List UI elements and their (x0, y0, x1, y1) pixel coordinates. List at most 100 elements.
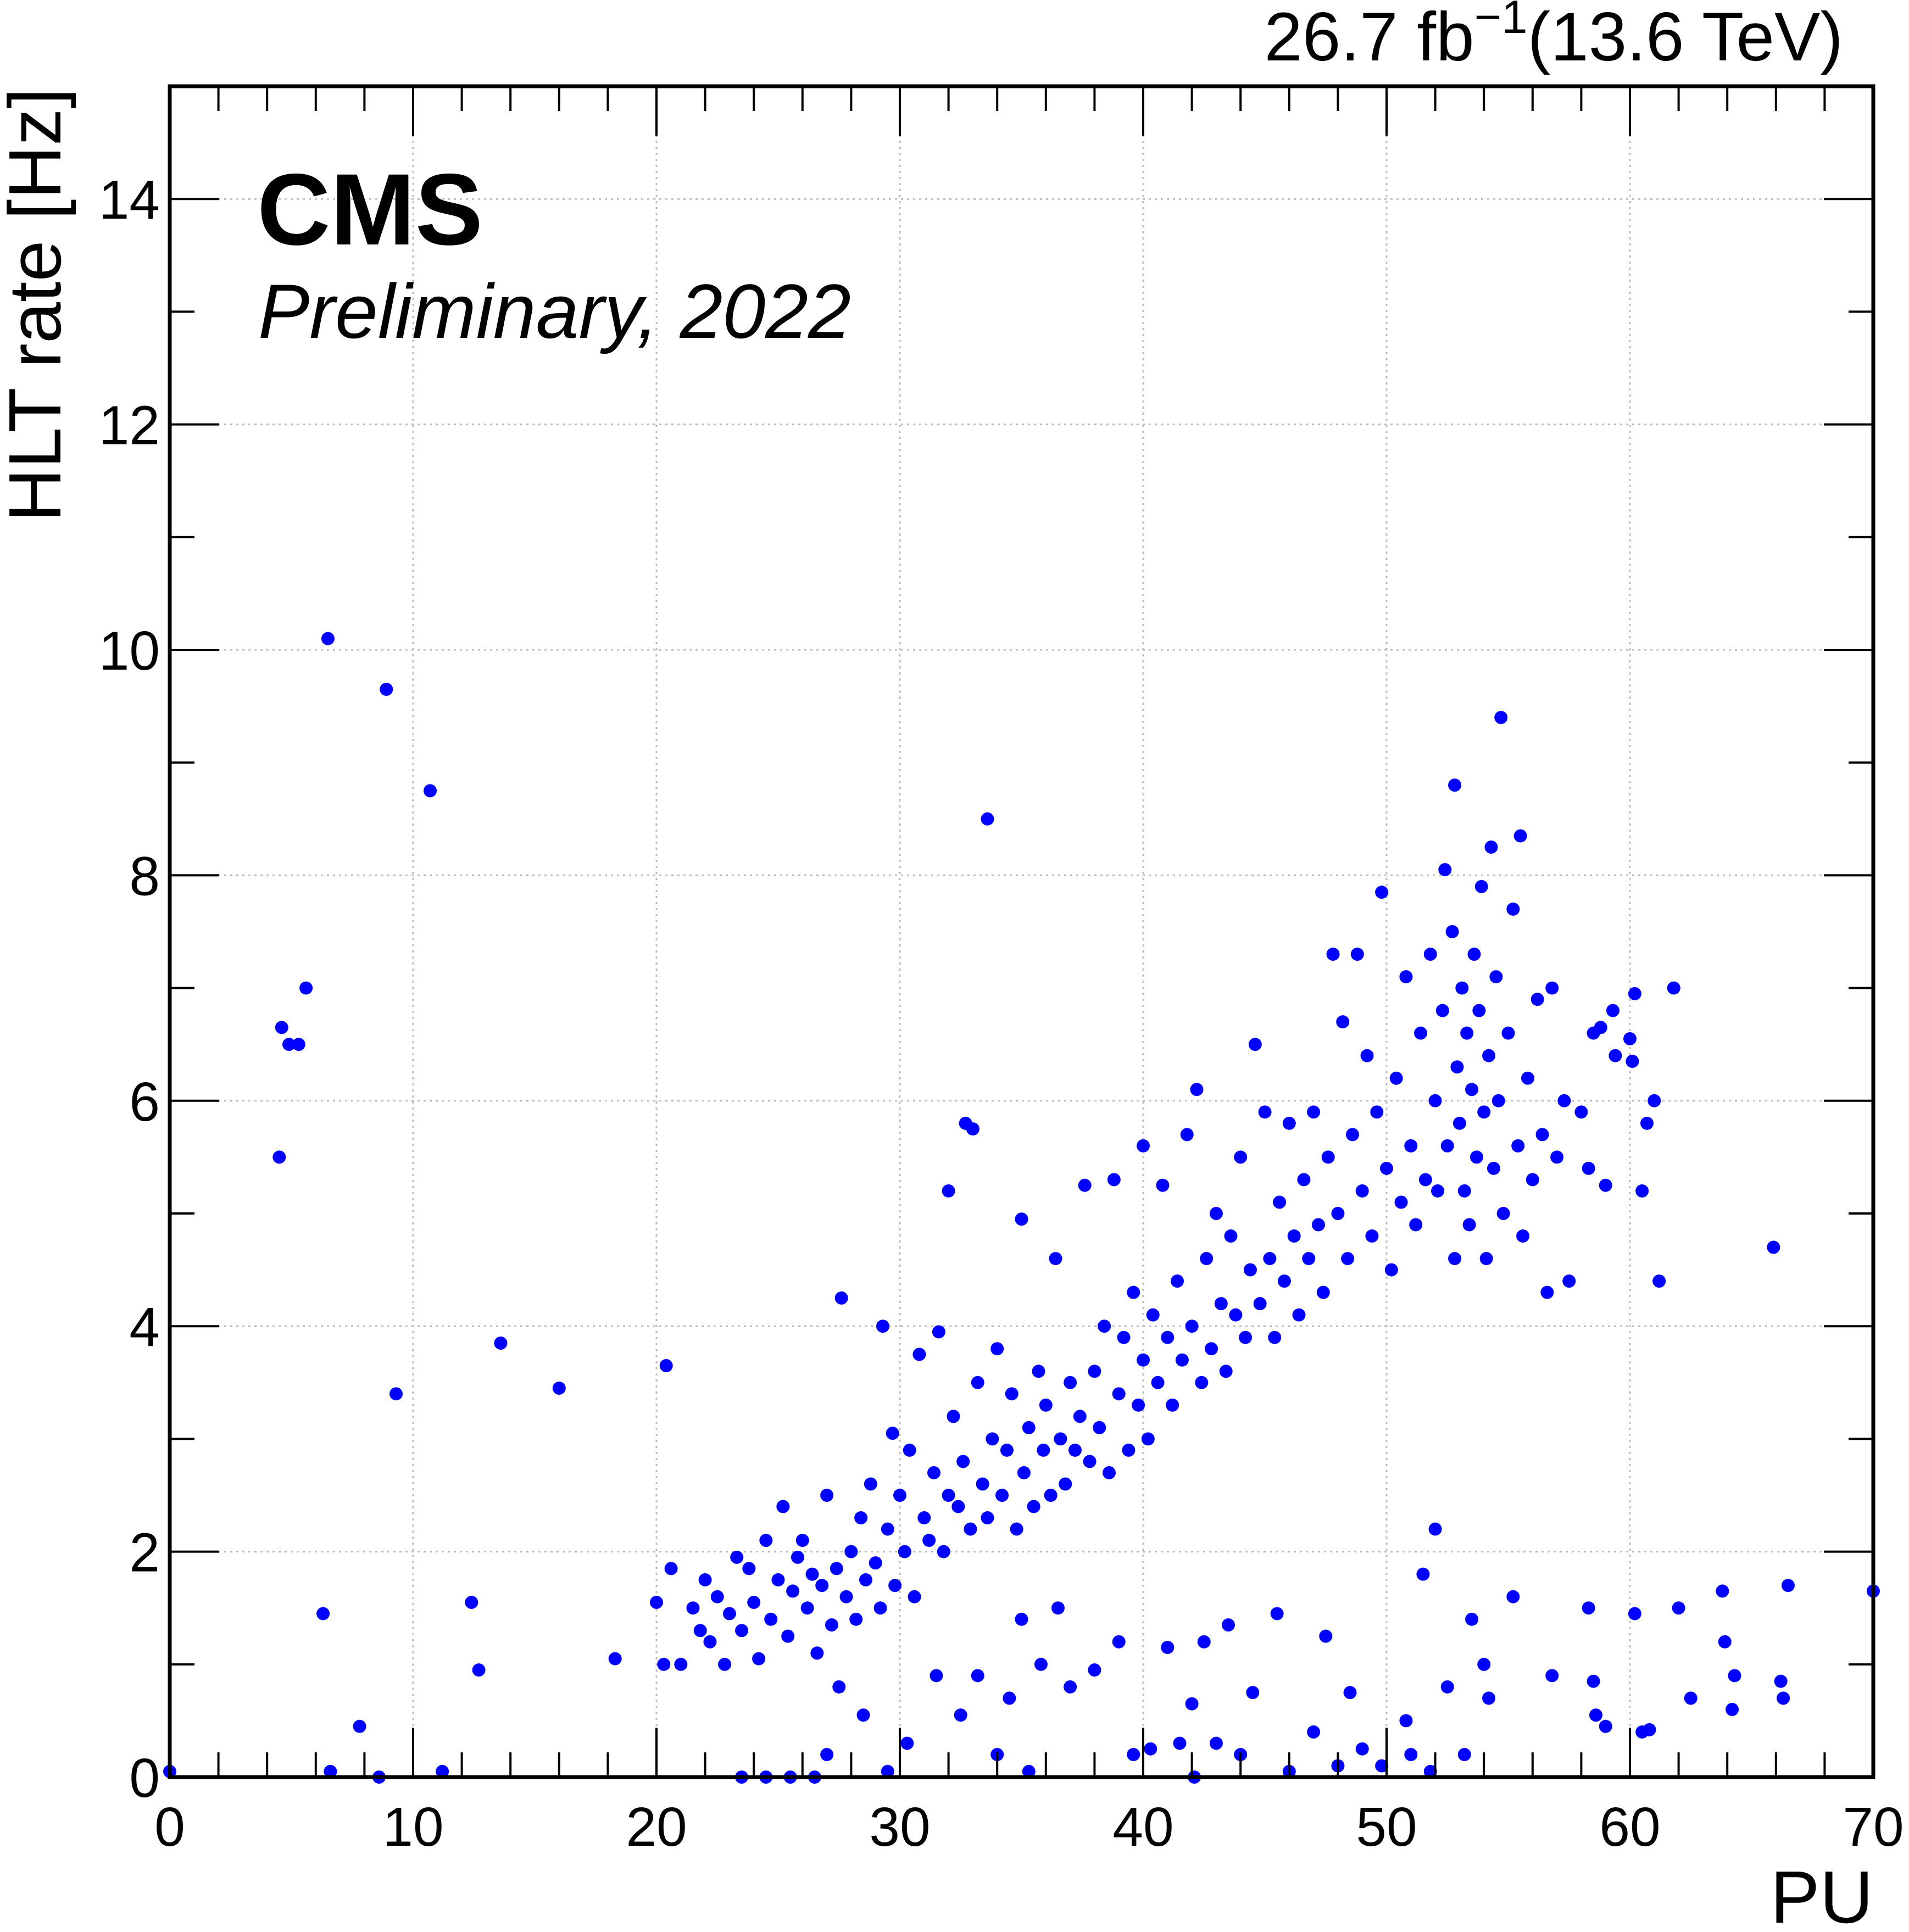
data-point (1122, 1443, 1136, 1457)
data-point (1185, 1319, 1199, 1333)
data-point (1037, 1443, 1050, 1457)
data-point (971, 1376, 984, 1389)
lumi-energy: (13.6 TeV) (1528, 0, 1843, 75)
data-point (710, 1590, 724, 1603)
data-point (1628, 987, 1641, 1000)
data-point (1355, 1742, 1369, 1756)
data-point (1628, 1607, 1641, 1621)
x-tick-label: 20 (626, 1796, 687, 1858)
data-point (805, 1567, 819, 1581)
data-point (1034, 1657, 1048, 1671)
data-point (1516, 1229, 1530, 1243)
data-point (1526, 1173, 1539, 1187)
data-point (465, 1595, 478, 1609)
data-point (1319, 1629, 1333, 1643)
data-point (1535, 1128, 1549, 1142)
y-tick-label: 8 (129, 845, 160, 907)
data-point (272, 1150, 286, 1164)
data-point (1209, 1736, 1223, 1750)
data-point (1438, 863, 1452, 877)
data-point (1511, 1139, 1525, 1152)
data-point (1418, 1173, 1432, 1187)
x-tick-label: 10 (382, 1796, 443, 1858)
data-point (1307, 1725, 1321, 1739)
data-point (1253, 1297, 1267, 1311)
data-point (1457, 1184, 1471, 1198)
data-point (1137, 1139, 1150, 1152)
data-point (1635, 1184, 1649, 1198)
data-point (1059, 1477, 1072, 1491)
data-point (1462, 1218, 1476, 1232)
data-point (1557, 1094, 1571, 1107)
data-point (424, 784, 437, 798)
data-point (747, 1595, 761, 1609)
data-point (830, 1562, 843, 1575)
data-point (1652, 1274, 1666, 1288)
data-point (1394, 1195, 1408, 1209)
lumi-label: 26.7 fb−1(13.6 TeV) (1264, 0, 1843, 75)
data-point (1292, 1308, 1306, 1322)
data-point (1107, 1173, 1121, 1187)
data-point (869, 1556, 882, 1570)
data-point (820, 1489, 834, 1502)
data-point (776, 1500, 790, 1513)
data-point (1350, 948, 1364, 961)
data-point (764, 1612, 778, 1626)
data-point (686, 1601, 700, 1615)
data-point (1470, 1150, 1483, 1164)
data-point (1477, 1657, 1491, 1671)
data-point (1088, 1365, 1101, 1378)
data-point (1640, 1116, 1654, 1130)
data-point (1239, 1330, 1253, 1344)
data-point (1205, 1342, 1218, 1356)
data-point (893, 1489, 906, 1502)
data-point (900, 1736, 914, 1750)
data-point (971, 1669, 984, 1683)
data-point (986, 1432, 999, 1446)
data-point (693, 1624, 707, 1638)
data-point (1431, 1184, 1445, 1198)
y-tick-label: 10 (99, 620, 160, 682)
data-point (1609, 1049, 1622, 1062)
data-point (1467, 948, 1481, 961)
data-point (1479, 1252, 1493, 1266)
lumi-exponent: −1 (1474, 0, 1528, 43)
data-point (937, 1545, 950, 1558)
x-tick-label: 0 (154, 1796, 185, 1858)
data-point (951, 1500, 965, 1513)
data-point (844, 1545, 858, 1558)
data-point (1277, 1274, 1291, 1288)
data-point (1448, 778, 1462, 792)
data-point (1287, 1229, 1301, 1243)
y-tick-label: 4 (129, 1296, 160, 1358)
data-point (1545, 981, 1559, 995)
data-point (1282, 1116, 1296, 1130)
data-point (1039, 1398, 1053, 1412)
data-point (1562, 1274, 1576, 1288)
data-point (1606, 1004, 1619, 1017)
data-point (886, 1427, 899, 1440)
data-point (1015, 1212, 1028, 1226)
status-label: Preliminary, 2022 (258, 268, 851, 354)
data-point (976, 1477, 989, 1491)
data-point (1594, 1021, 1607, 1034)
data-point (1049, 1252, 1062, 1266)
data-point (1093, 1421, 1106, 1434)
data-point (956, 1455, 970, 1468)
data-point (1355, 1184, 1369, 1198)
data-point (1010, 1522, 1023, 1536)
data-point (674, 1657, 688, 1671)
data-point (472, 1663, 486, 1677)
data-point (1209, 1207, 1223, 1220)
data-point (1311, 1218, 1325, 1232)
data-point (1297, 1173, 1311, 1187)
data-point (1088, 1663, 1101, 1677)
data-point (1484, 840, 1498, 854)
data-point (786, 1584, 800, 1598)
data-point (1726, 1702, 1739, 1716)
data-point (947, 1410, 960, 1423)
data-point (1445, 925, 1459, 938)
data-point (1457, 1747, 1471, 1761)
data-point (1171, 1274, 1184, 1288)
data-point (1667, 981, 1680, 995)
